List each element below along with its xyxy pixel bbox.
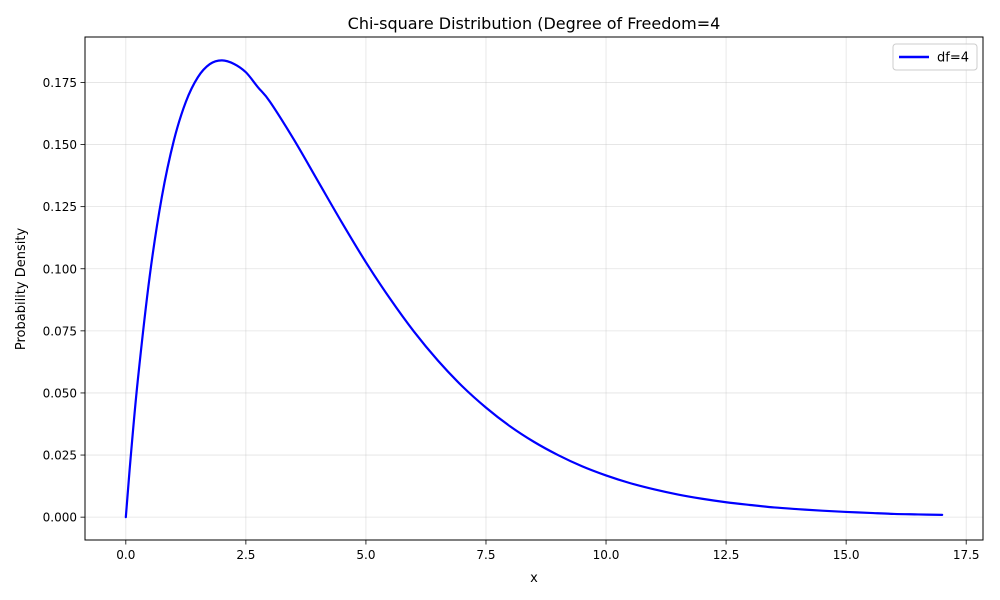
x-tick-label: 5.0: [356, 548, 375, 562]
y-tick-label: 0.125: [43, 200, 77, 214]
x-tick-label: 0.0: [116, 548, 135, 562]
y-tick-label: 0.025: [43, 449, 77, 463]
x-axis-label: x: [530, 571, 538, 586]
grid-layer: [85, 37, 983, 540]
x-tick-label: 2.5: [236, 548, 255, 562]
y-tick-label: 0.075: [43, 324, 77, 338]
y-tick-layer: 0.000 0.025 0.050 0.075 0.100 0.125 0.150 0.175: [43, 76, 85, 525]
x-tick-label: 15.0: [833, 548, 860, 562]
y-tick-label: 0.150: [43, 138, 77, 152]
plot-frame: [84, 36, 984, 541]
legend-box: [892, 43, 978, 71]
x-tick-label: 17.5: [953, 548, 980, 562]
x-tick-layer: 0.0 2.5 5.0 7.5 10.0 12.5 15.0 17.5: [116, 540, 980, 562]
legend-label: df=4: [937, 51, 969, 66]
legend: df=4: [892, 43, 978, 71]
y-tick-label: 0.000: [43, 511, 77, 525]
x-tick-label: 10.0: [593, 548, 620, 562]
y-tick-label: 0.100: [43, 262, 77, 276]
y-axis-label: Probability Density: [14, 228, 29, 351]
x-tick-label: 7.5: [476, 548, 495, 562]
y-tick-label: 0.175: [43, 76, 77, 90]
series-layer: [124, 59, 944, 519]
y-tick-label: 0.050: [43, 386, 77, 400]
series-line: [124, 59, 944, 519]
chart-title: Chi-square Distribution (Degree of Freed…: [348, 14, 721, 33]
x-tick-label: 12.5: [713, 548, 740, 562]
